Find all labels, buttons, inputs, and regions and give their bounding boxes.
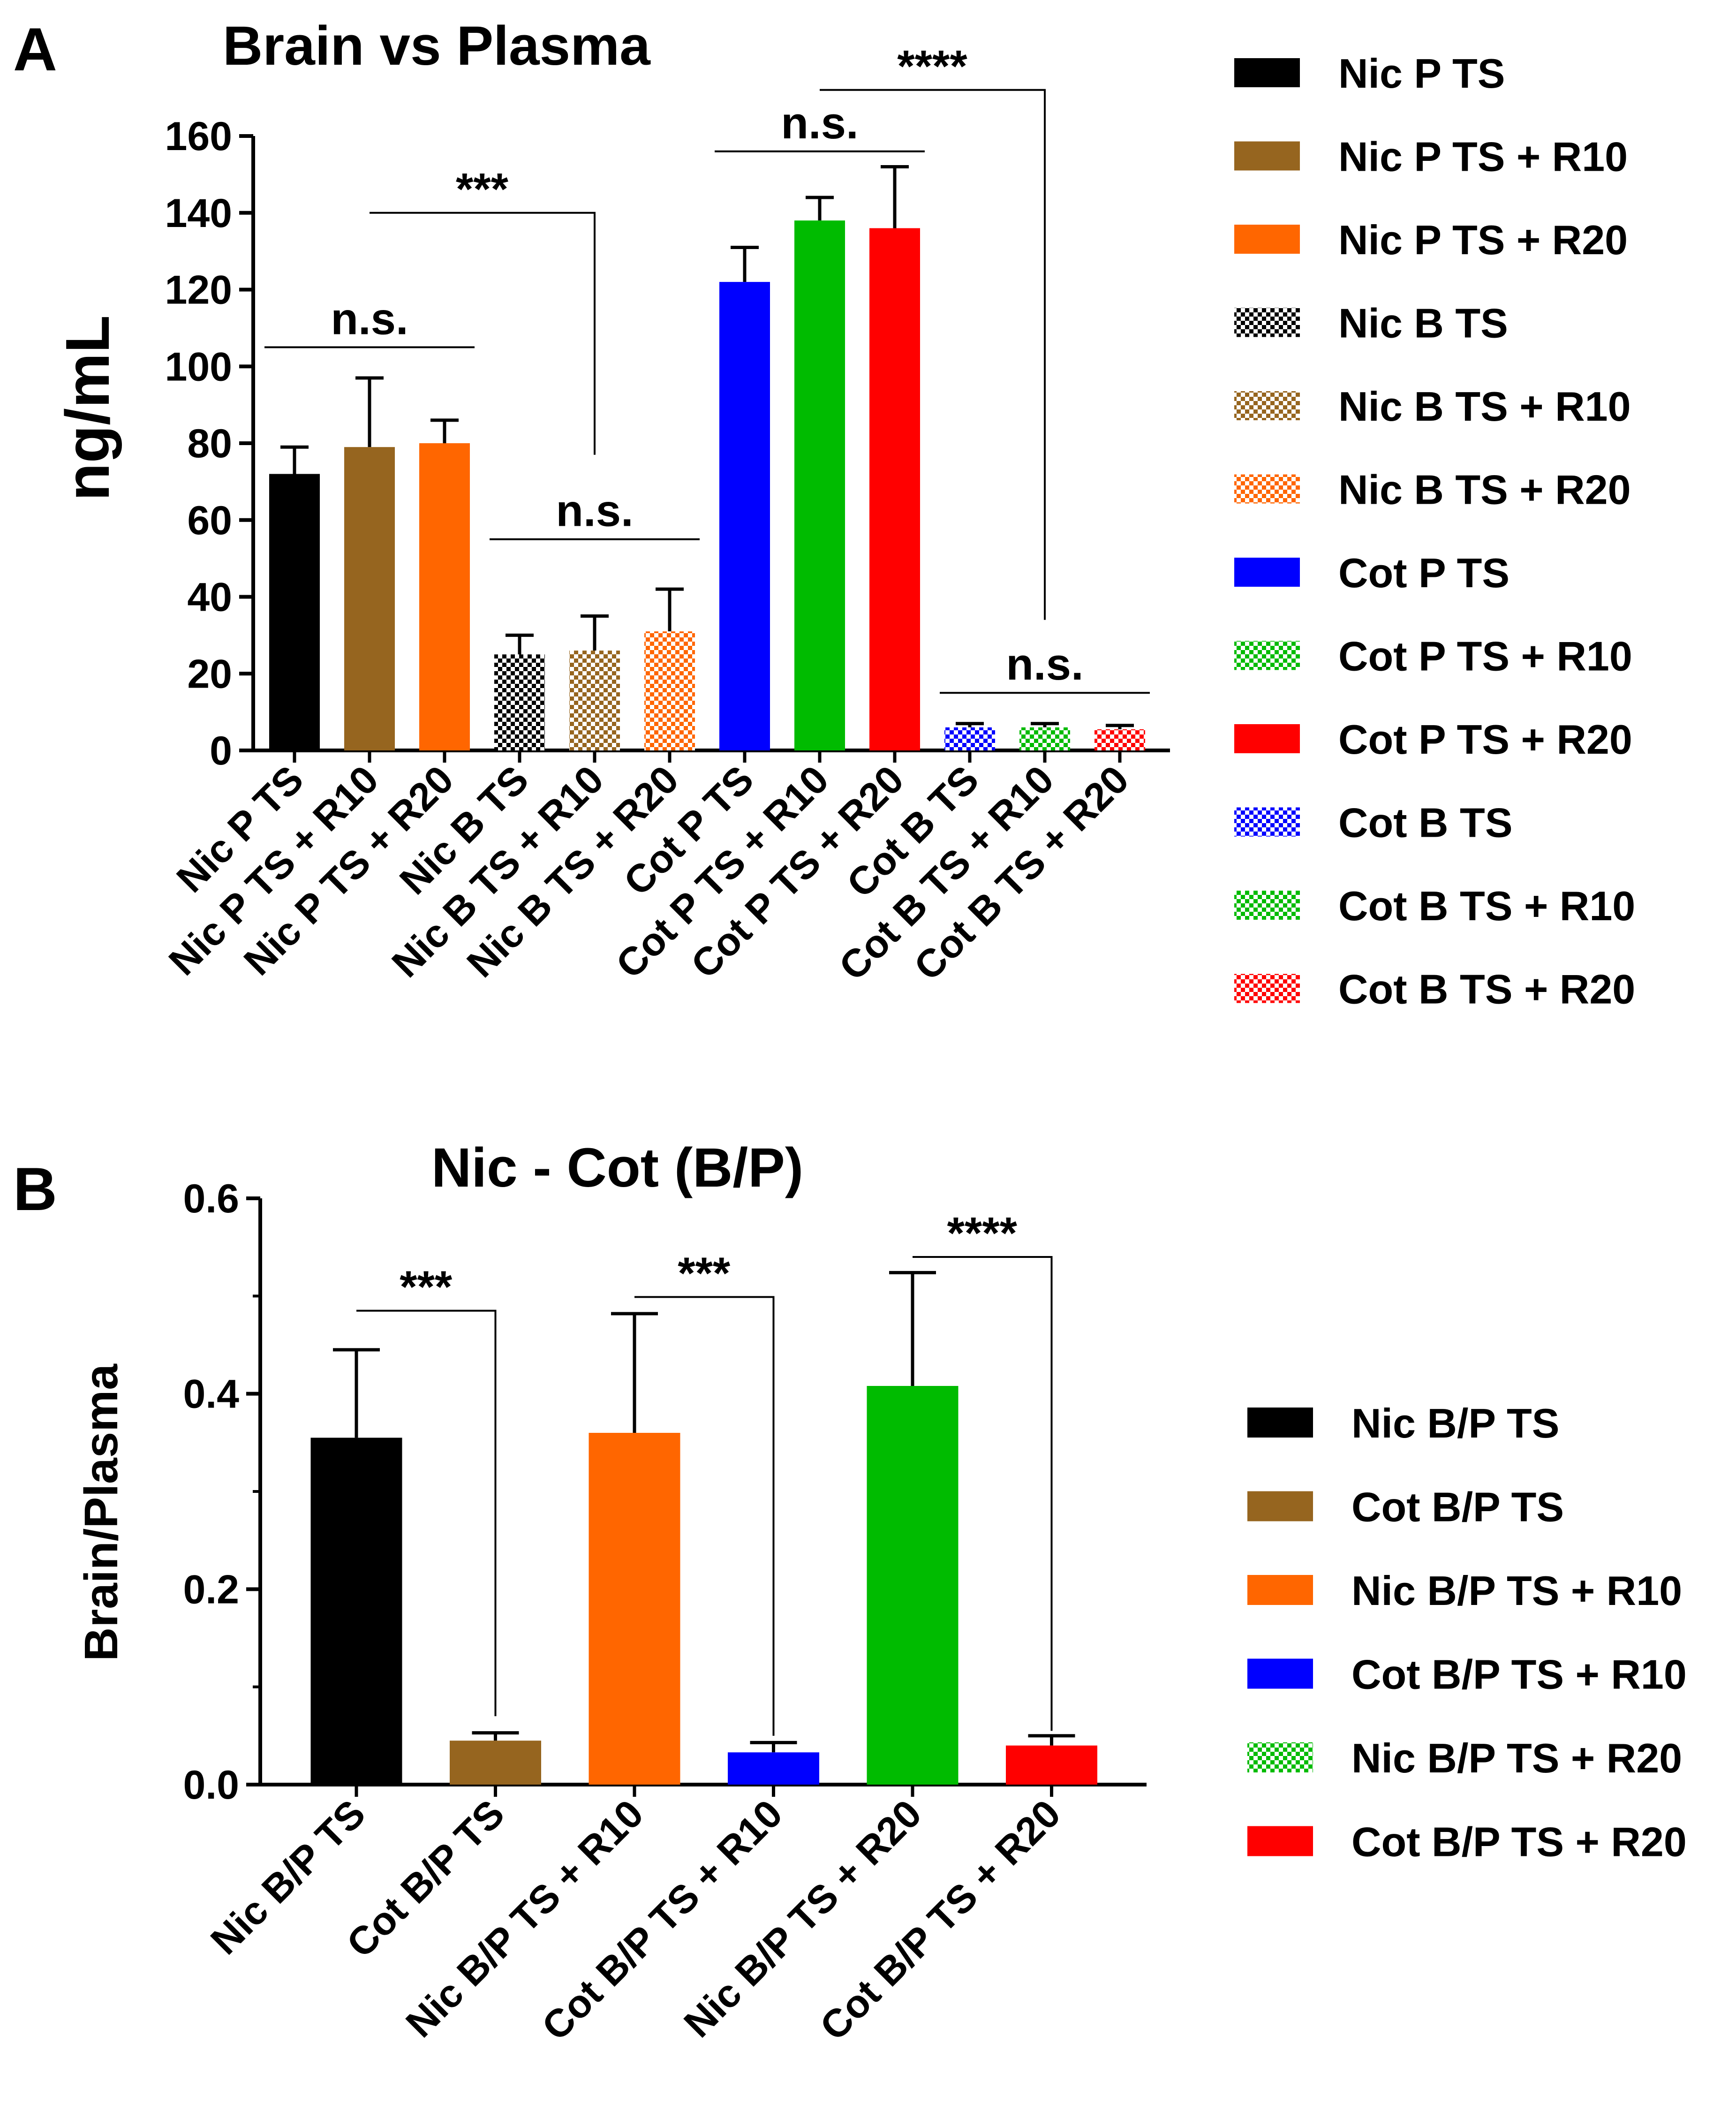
bar-cot-b-ts <box>944 727 995 750</box>
y-tick-label: 0.0 <box>183 1763 239 1808</box>
y-tick-label: 20 <box>187 651 232 696</box>
significance-label: *** <box>456 164 509 214</box>
y-tick-label: 160 <box>165 114 233 159</box>
legend-label: Nic B/P TS + R10 <box>1351 1567 1682 1614</box>
legend-label: Cot B/P TS + R10 <box>1351 1651 1687 1698</box>
bar-cot-b-p-ts-r10 <box>728 1752 819 1785</box>
bar-nic-b-p-ts <box>310 1438 402 1785</box>
panel-b: B Nic - Cot (B/P) Brain/Plasma 0.0 0.2 0.4… <box>13 1137 1687 2049</box>
legend-label: Cot B TS + R10 <box>1338 883 1635 929</box>
y-tick-label: 0.2 <box>183 1567 239 1612</box>
significance-label: n.s. <box>556 486 633 536</box>
bar-nic-p-ts <box>269 474 320 750</box>
significance-label: *** <box>678 1248 731 1298</box>
bar-cot-b-p-ts <box>450 1741 541 1785</box>
legend-label: Cot P TS + R20 <box>1338 716 1632 763</box>
legend-swatch <box>1247 1658 1313 1689</box>
legend-swatch <box>1234 474 1300 504</box>
panel-a: A Brain vs Plasma ng/mL 0 20 40 60 80 100 120 1… <box>13 15 1635 1013</box>
legend-label: Cot B TS <box>1338 800 1513 846</box>
bar-nic-p-ts-r10 <box>344 447 395 750</box>
legend-label: Nic P TS + R20 <box>1338 217 1628 263</box>
bar-nic-b-p-ts-r20 <box>867 1386 959 1785</box>
significance-label: *** <box>400 1262 453 1312</box>
bar-cot-b-p-ts-r20 <box>1006 1745 1097 1785</box>
significance-bracket <box>370 212 596 455</box>
bar-cot-p-ts <box>719 282 770 750</box>
y-tick-label: 0 <box>210 728 232 773</box>
legend-label: Nic B TS + R10 <box>1338 383 1631 430</box>
x-category-label: Cot B/P TS + R10 <box>533 1791 791 2049</box>
y-tick-label: 0.4 <box>183 1372 239 1417</box>
significance-label: n.s. <box>1006 639 1083 689</box>
x-category-label: Nic B/P TS + R20 <box>675 1791 929 2045</box>
significance-bracket <box>634 1296 775 1736</box>
legend-label: Nic B/P TS + R20 <box>1351 1735 1682 1781</box>
legend-label: Cot B/P TS + R20 <box>1351 1819 1687 1865</box>
legend-label: Cot P TS + R10 <box>1338 633 1632 680</box>
y-tick-label: 0.6 <box>183 1176 239 1221</box>
bar-nic-b-ts-r20 <box>644 631 695 750</box>
legend-label: Cot B TS + R20 <box>1338 966 1635 1013</box>
bar-nic-b-p-ts-r10 <box>589 1433 680 1785</box>
legend-swatch <box>1234 891 1300 920</box>
legend-swatch <box>1234 807 1300 837</box>
bar-cot-p-ts-r20 <box>869 228 920 750</box>
legend-label: Cot P TS <box>1338 550 1510 596</box>
y-tick-label: 140 <box>165 191 233 236</box>
legend-swatch <box>1234 558 1300 587</box>
legend-swatch <box>1234 141 1300 171</box>
legend-swatch <box>1247 1491 1313 1521</box>
panel-b-y-axis-label: Brain/Plasma <box>75 1363 128 1661</box>
panel-letter-b: B <box>13 1155 57 1223</box>
bar-cot-b-ts-r10 <box>1019 727 1070 750</box>
legend-label: Nic B TS <box>1338 300 1508 347</box>
legend-swatch <box>1234 308 1300 337</box>
significance-label: **** <box>897 41 967 91</box>
legend-swatch <box>1247 1826 1313 1856</box>
bar-nic-p-ts-r20 <box>419 443 470 750</box>
legend-swatch <box>1234 641 1300 670</box>
significance-bracket <box>356 1309 497 1717</box>
bar-cot-b-ts-r20 <box>1094 729 1145 750</box>
bar-nic-b-ts <box>494 654 545 750</box>
panel-a-title: Brain vs Plasma <box>223 15 651 77</box>
legend-swatch <box>1247 1575 1313 1605</box>
significance-bracket <box>820 89 1046 620</box>
legend-swatch <box>1234 225 1300 254</box>
legend-label: Cot B/P TS <box>1351 1484 1564 1530</box>
panel-a-y-axis-label: ng/mL <box>53 315 122 501</box>
legend-swatch <box>1234 974 1300 1003</box>
legend-swatch <box>1234 58 1300 87</box>
legend-swatch <box>1234 724 1300 753</box>
bar-cot-p-ts-r10 <box>794 220 845 750</box>
panel-b-title: Nic - Cot (B/P) <box>431 1137 803 1199</box>
y-tick-label: 120 <box>165 268 233 313</box>
y-tick-label: 40 <box>187 575 232 620</box>
panel-letter-a: A <box>13 15 57 83</box>
legend-label: Nic P TS + R10 <box>1338 134 1628 180</box>
legend-label: Nic B/P TS <box>1351 1400 1559 1446</box>
legend-label: Nic P TS <box>1338 50 1505 97</box>
significance-label: n.s. <box>781 98 858 148</box>
y-tick-label: 80 <box>187 421 232 466</box>
bar-nic-b-ts-r10 <box>569 651 620 750</box>
legend-swatch <box>1247 1742 1313 1772</box>
y-tick-label: 100 <box>165 344 233 389</box>
significance-label: n.s. <box>331 294 408 344</box>
legend-swatch <box>1234 391 1300 420</box>
x-category-label: Cot B/P TS + R20 <box>811 1791 1069 2049</box>
x-category-label: Nic B/P TS + R10 <box>397 1791 651 2045</box>
legend-label: Nic B TS + R20 <box>1338 467 1631 513</box>
significance-label: **** <box>947 1208 1018 1258</box>
legend-swatch <box>1247 1408 1313 1438</box>
significance-bracket <box>913 1256 1053 1731</box>
y-tick-label: 60 <box>187 498 232 543</box>
